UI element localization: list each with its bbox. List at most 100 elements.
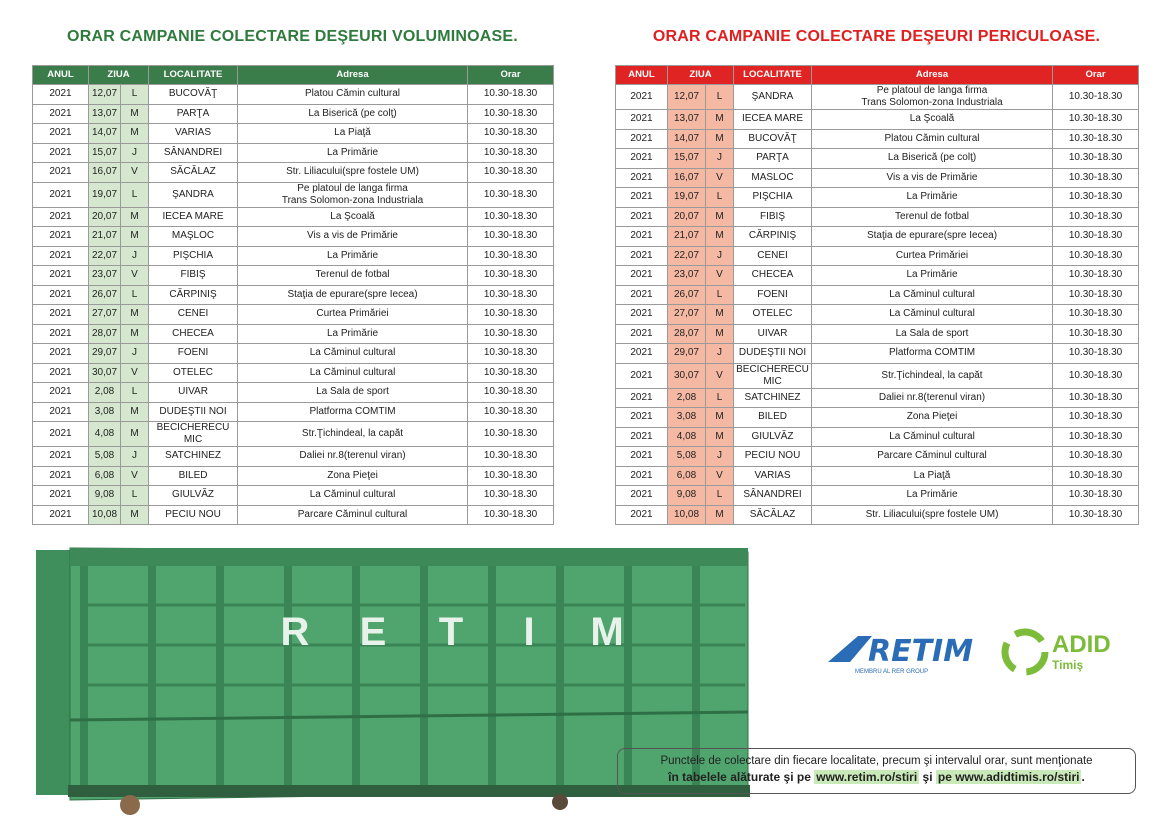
cell: La Căminul cultural xyxy=(237,362,469,383)
row: 2021 12,07 L BUCOVĂŢ Platou Cămin cultural 10… xyxy=(32,84,555,105)
cell: 6,08 xyxy=(88,465,121,486)
cell: 4,08 xyxy=(667,426,706,447)
rib xyxy=(148,566,156,786)
cell: CENEI xyxy=(148,304,239,325)
cell: 2021 xyxy=(32,265,89,286)
cell: L xyxy=(704,485,735,506)
cell: L xyxy=(704,84,735,110)
row: 2021 30,07 V BECICHERECU MIC Str.Ţichindeal,… xyxy=(615,362,1140,389)
cell: 2021 xyxy=(32,343,89,364)
cell: 10.30-18.30 xyxy=(467,421,555,447)
cell: 10,08 xyxy=(667,504,706,525)
cell: PECIU NOU xyxy=(733,446,813,467)
cell: 23,07 xyxy=(88,265,121,286)
cell: SÂNANDREI xyxy=(148,142,239,163)
cell: 10.30-18.30 xyxy=(467,304,555,325)
left-table: ANUL ZIUA LOCALITATE Adresa Orar 2021 12,07 L BU… xyxy=(32,65,555,525)
cell: V xyxy=(119,162,150,183)
cell: IECEA MARE xyxy=(148,206,239,227)
cell: M xyxy=(119,206,150,227)
cell: UIVAR xyxy=(733,323,813,344)
retim-name: RETIM xyxy=(868,634,973,669)
cell: V xyxy=(119,465,150,486)
cell: 10.30-18.30 xyxy=(1052,226,1140,247)
cell: 5,08 xyxy=(667,446,706,467)
cell: La Sala de sport xyxy=(237,382,469,403)
left-title: ORAR CAMPANIE COLECTARE DEŞEURI VOLUMINO… xyxy=(67,28,518,45)
row: 2021 29,07 J DUDEŞTII NOI Platforma COMTIM 10… xyxy=(615,343,1140,364)
adid-name: ADID xyxy=(1052,631,1111,658)
cell: CHECEA xyxy=(733,265,813,286)
cell: 9,08 xyxy=(667,485,706,506)
cell: Str. Liliacului(spre fostele UM) xyxy=(237,162,469,183)
cell: ŞANDRA xyxy=(733,84,813,110)
header-cell: ANUL xyxy=(615,65,668,85)
cell: M xyxy=(119,421,150,447)
container-letter: E xyxy=(360,610,387,654)
header-cell: LOCALITATE xyxy=(733,65,813,85)
cell: 9,08 xyxy=(88,485,121,506)
cell: J xyxy=(704,343,735,364)
cell: VARIAS xyxy=(148,123,239,144)
cell: La Primărie xyxy=(237,323,469,344)
cell: 2021 xyxy=(32,446,89,467)
cell: 10.30-18.30 xyxy=(467,162,555,183)
cell: 2021 xyxy=(615,265,668,286)
row: 2021 5,08 J SATCHINEZ Daliei nr.8(terenul vi… xyxy=(32,446,555,467)
cell: L xyxy=(119,181,150,208)
cell: 10.30-18.30 xyxy=(1052,426,1140,447)
cell: 10.30-18.30 xyxy=(1052,465,1140,486)
cell: J xyxy=(704,148,735,169)
cell: 10.30-18.30 xyxy=(467,265,555,286)
cell: 26,07 xyxy=(88,284,121,305)
cell: La Căminul cultural xyxy=(811,304,1054,325)
cell: La Şcoală xyxy=(237,206,469,227)
row: 2021 30,07 V OTELEC La Căminul cultural 10.30… xyxy=(32,362,555,383)
cell: SATCHINEZ xyxy=(733,387,813,408)
cell: FIBIŞ xyxy=(733,206,813,227)
header-row: ANUL ZIUA LOCALITATE Adresa Orar xyxy=(615,65,1140,85)
cell: 10.30-18.30 xyxy=(1052,128,1140,149)
cell: La Primărie xyxy=(811,485,1054,506)
cell: Staţia de epurare(spre Iecea) xyxy=(237,284,469,305)
cell: 14,07 xyxy=(667,128,706,149)
cell: 2021 xyxy=(32,103,89,124)
row: 2021 5,08 J PECIU NOU Parcare Căminul cultur… xyxy=(615,446,1140,467)
cell: L xyxy=(704,387,735,408)
cell: 10.30-18.30 xyxy=(1052,167,1140,188)
row: 2021 3,08 M BILED Zona Pieţei 10.30-18.30 xyxy=(615,407,1140,428)
cell: Terenul de fotbal xyxy=(237,265,469,286)
row: 2021 19,07 L PIŞCHIA La Primărie 10.30-18.30 xyxy=(615,187,1140,208)
row: 2021 6,08 V BILED Zona Pieţei 10.30-18.30 xyxy=(32,465,555,486)
rib xyxy=(352,566,360,786)
adid-logo: ADID Timiş xyxy=(1001,628,1111,676)
cell: PIŞCHIA xyxy=(148,245,239,266)
cell: 27,07 xyxy=(88,304,121,325)
cell: Daliei nr.8(terenul viran) xyxy=(237,446,469,467)
row: 2021 27,07 M CENEI Curtea Primăriei 10.30-18.… xyxy=(32,304,555,325)
row: 2021 27,07 M OTELEC La Căminul cultural 10.30… xyxy=(615,304,1140,325)
cell: 10.30-18.30 xyxy=(467,362,555,383)
cell: 2021 xyxy=(615,245,668,266)
cell: 2021 xyxy=(32,284,89,305)
cell: ŞANDRA xyxy=(148,181,239,208)
cell: Str.Ţichindeal, la capăt xyxy=(811,362,1054,389)
row: 2021 6,08 V VARIAS La Piaţă 10.30-18.30 xyxy=(615,465,1140,486)
cell: 10.30-18.30 xyxy=(467,343,555,364)
cell: 10.30-18.30 xyxy=(1052,504,1140,525)
header-cell: Orar xyxy=(1052,65,1140,85)
cell: 10.30-18.30 xyxy=(467,206,555,227)
cell: 5,08 xyxy=(88,446,121,467)
cell: CĂRPINIŞ xyxy=(148,284,239,305)
cell: 2021 xyxy=(615,485,668,506)
cell: SÂNANDREI xyxy=(733,485,813,506)
cell: L xyxy=(119,485,150,506)
row: 2021 23,07 V CHECEA La Primărie 10.30-18.30 xyxy=(615,265,1140,286)
cell: 2021 xyxy=(32,362,89,383)
cell: GIULVĂZ xyxy=(148,485,239,506)
cell: 10.30-18.30 xyxy=(467,401,555,422)
row: 2021 21,07 M MAŞLOC Vis a vis de Primărie 10.… xyxy=(32,226,555,247)
cell: 15,07 xyxy=(88,142,121,163)
adid-sub: Timiş xyxy=(1052,658,1083,672)
